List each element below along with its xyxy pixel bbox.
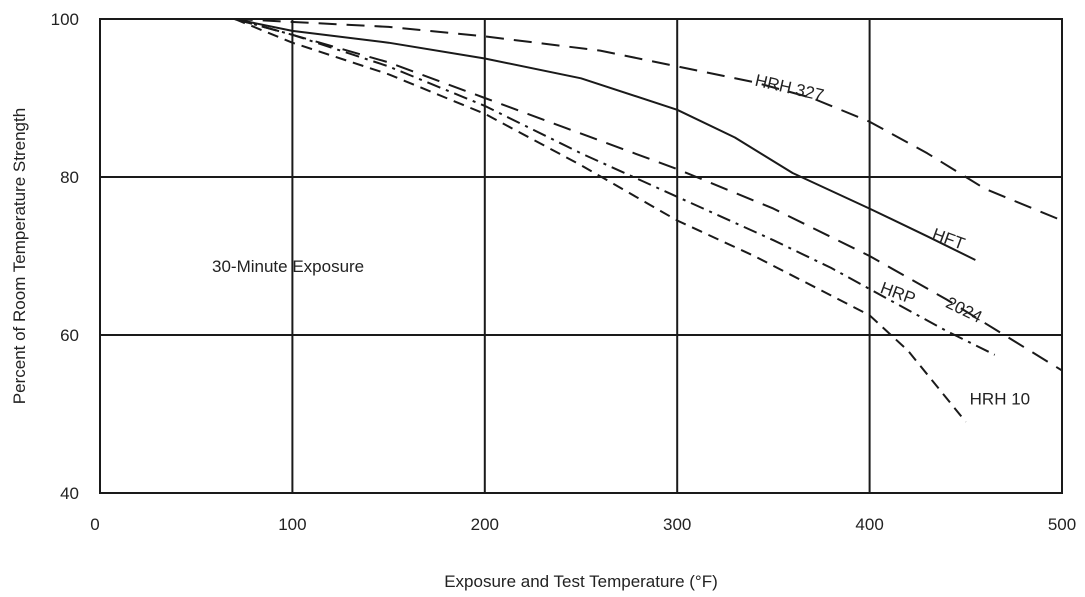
series-line-hrh-10 (234, 18, 967, 423)
y-tick-label-100: 100 (51, 10, 79, 29)
x-tick-label-200: 200 (471, 515, 499, 534)
series-line-2024 (234, 18, 1063, 372)
grid (99, 18, 1063, 494)
curve-labels: HRH 327 HFT 2024 HRP HRH 10 (753, 71, 1030, 409)
curve-label-hrh-327: HRH 327 (753, 71, 825, 105)
tick-labels: 0 100 200 300 400 500 40 60 80 100 (51, 10, 1077, 534)
annotation-text: 30-Minute Exposure (212, 257, 364, 276)
x-tick-label-300: 300 (663, 515, 691, 534)
curve-label-2024: 2024 (943, 293, 985, 327)
x-axis-title: Exposure and Test Temperature (°F) (444, 572, 718, 591)
series-lines (234, 18, 1063, 423)
x-tick-label-500: 500 (1048, 515, 1076, 534)
y-tick-label-40: 40 (60, 484, 79, 503)
x-tick-label-0: 0 (90, 515, 99, 534)
y-tick-label-60: 60 (60, 326, 79, 345)
y-axis-title: Percent of Room Temperature Strength (10, 108, 29, 404)
y-tick-label-80: 80 (60, 168, 79, 187)
series-line-hrp (234, 18, 996, 356)
plot-frame (99, 18, 1063, 494)
curve-label-hrp: HRP (878, 278, 918, 308)
series-line-hft (234, 18, 976, 261)
series-line-hrh-327 (234, 18, 1063, 222)
curve-label-hrh-10: HRH 10 (970, 390, 1030, 409)
curve-label-hft: HFT (930, 225, 968, 254)
x-tick-label-400: 400 (855, 515, 883, 534)
x-tick-label-100: 100 (278, 515, 306, 534)
